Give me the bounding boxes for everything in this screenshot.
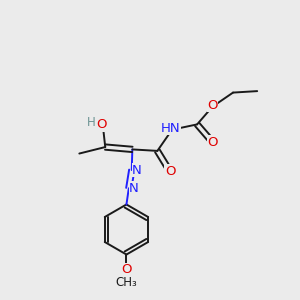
Text: O: O xyxy=(207,136,218,148)
Text: HN: HN xyxy=(161,122,180,135)
Text: N: N xyxy=(132,164,142,176)
Text: O: O xyxy=(96,118,107,131)
Text: H: H xyxy=(87,116,96,129)
Text: O: O xyxy=(207,99,218,112)
Text: O: O xyxy=(165,165,175,178)
Text: O: O xyxy=(121,263,132,276)
Text: CH₃: CH₃ xyxy=(116,276,137,289)
Text: N: N xyxy=(129,182,139,195)
